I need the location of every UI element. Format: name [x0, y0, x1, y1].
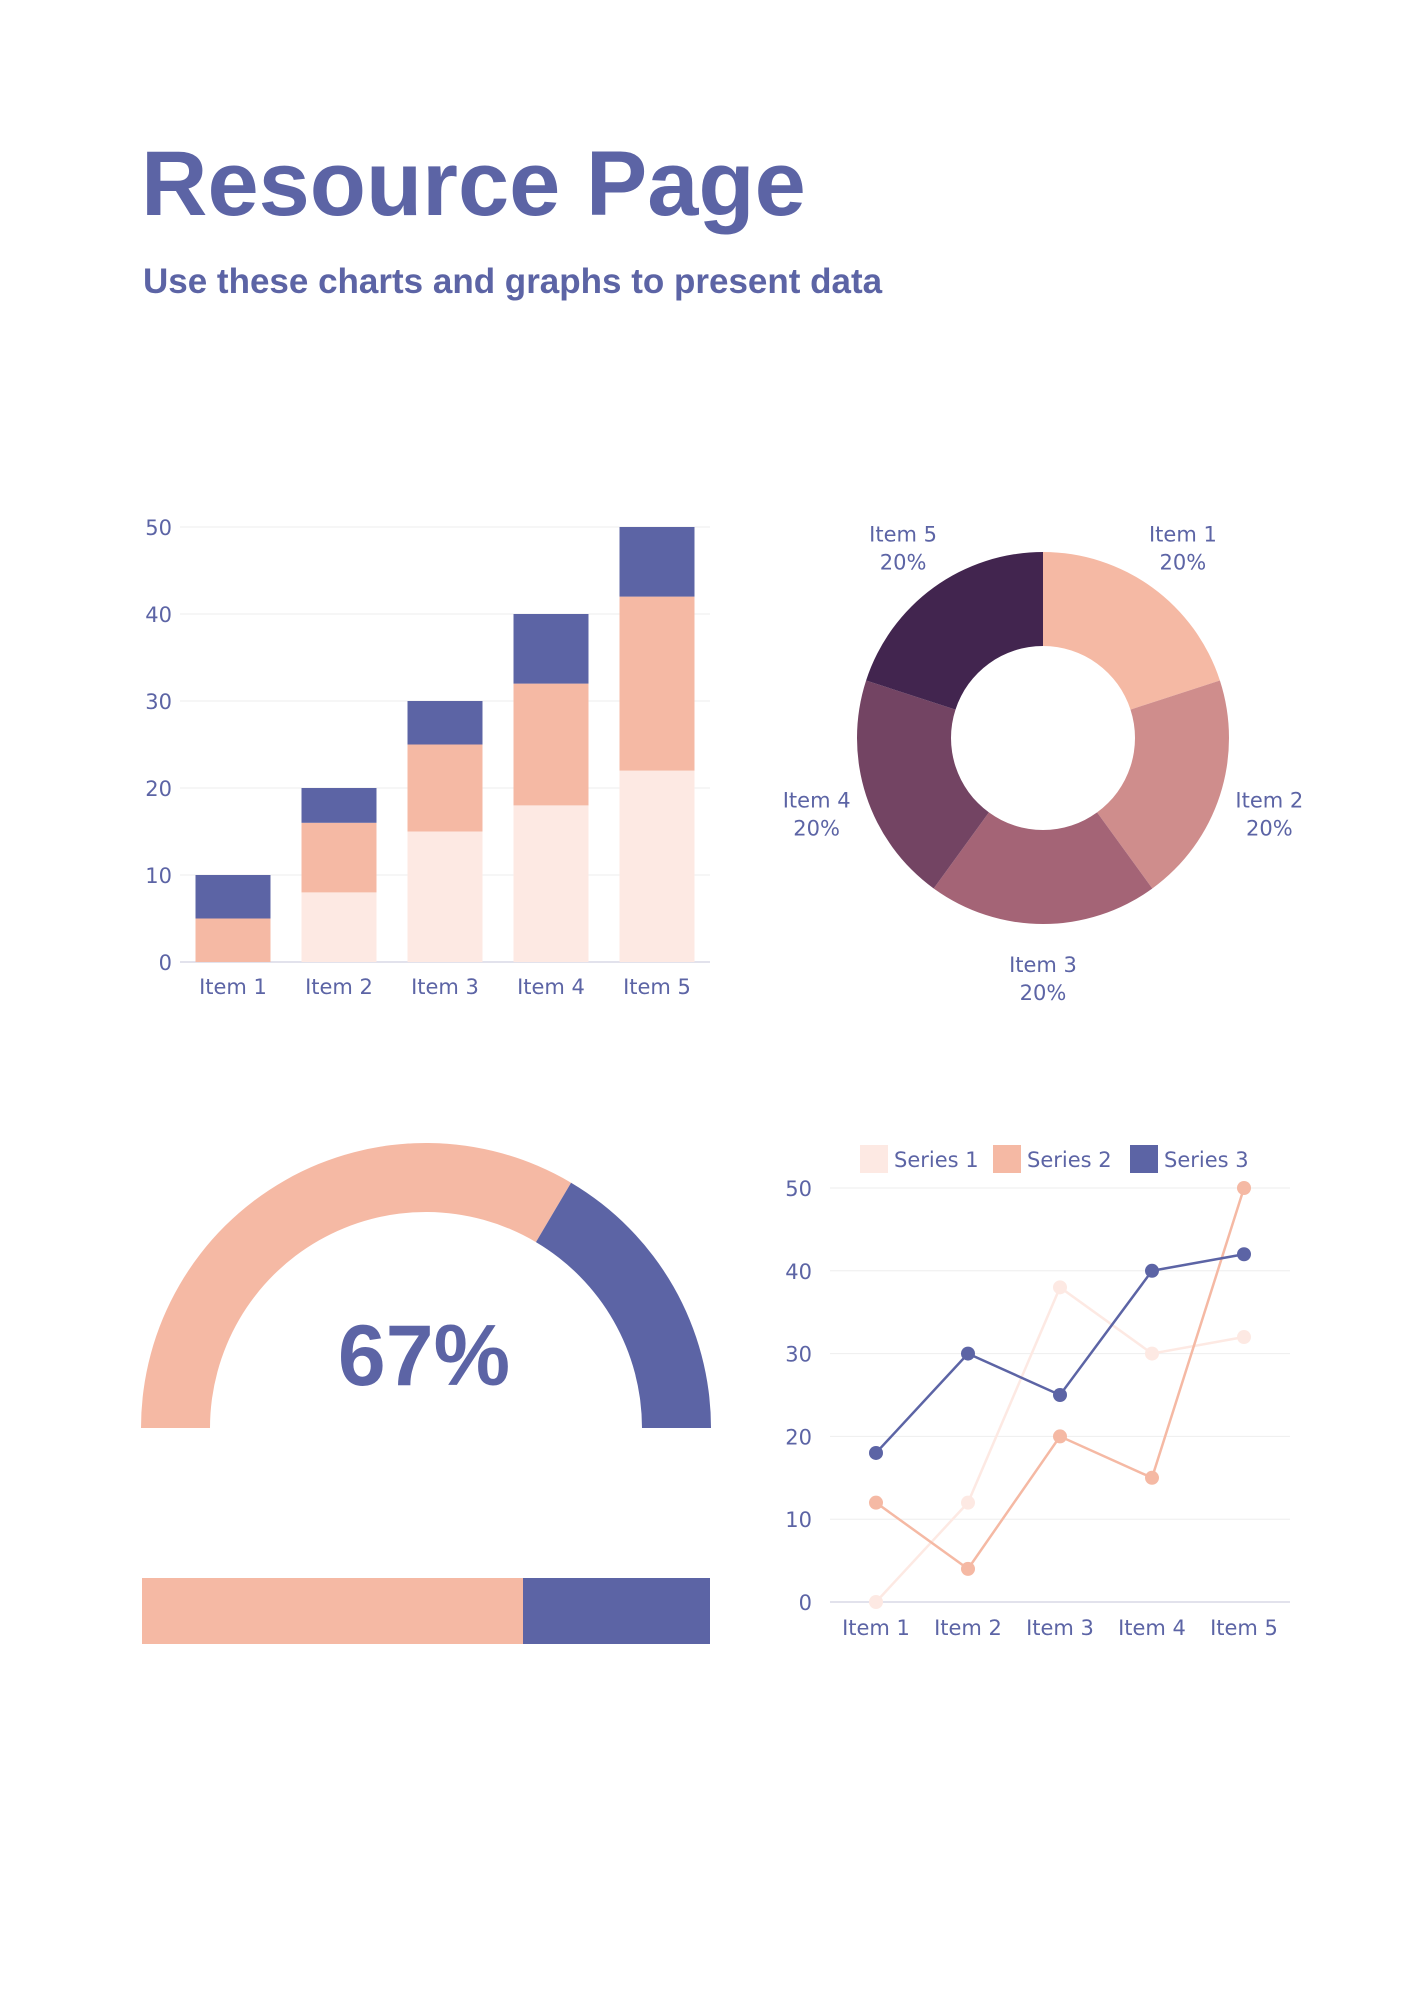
- bar-segment: [301, 892, 377, 962]
- bar-segment: [513, 805, 589, 962]
- donut-slice-percent: 20%: [1246, 817, 1293, 841]
- bar-x-tick-label: Item 2: [305, 975, 373, 999]
- bar-y-tick-label: 30: [145, 690, 172, 714]
- bar-x-tick-label: Item 5: [623, 975, 691, 999]
- line-point: [1237, 1247, 1251, 1262]
- line-y-tick-label: 50: [785, 1177, 812, 1201]
- page-subtitle: Use these charts and graphs to present d…: [143, 262, 883, 301]
- donut-slice-label: Item 1: [1149, 522, 1217, 546]
- bar-segment: [195, 918, 271, 962]
- bar-segment: [619, 596, 695, 771]
- line-point: [1237, 1330, 1251, 1345]
- line-point: [869, 1595, 883, 1609]
- line-y-tick-label: 0: [799, 1591, 812, 1615]
- line-y-tick-label: 10: [785, 1508, 812, 1532]
- line-point: [1237, 1181, 1251, 1195]
- line-point: [1145, 1346, 1159, 1361]
- donut-chart: Item 1 20% Item 2 20% Item 3 20% Item 4 20% Item…: [783, 522, 1304, 1005]
- gauge-value: 67%: [338, 1308, 510, 1404]
- legend-swatch: [993, 1145, 1021, 1173]
- line-point: [1053, 1429, 1067, 1444]
- line-chart: 0 10 20 30 40 50 Item 1 Item 2 Item 3 Item 4 Item …: [785, 1145, 1290, 1640]
- donut-slice-percent: 20%: [793, 817, 840, 841]
- bar-y-tick-label: 20: [145, 777, 172, 801]
- page-title: Resource Page: [141, 133, 806, 235]
- progress-bar: [142, 1578, 710, 1644]
- gauge-filled-arc: [141, 1143, 572, 1428]
- bar-segment: [619, 527, 695, 597]
- bar-x-tick-label: Item 1: [199, 975, 267, 999]
- donut-slice-percent: 20%: [1020, 981, 1067, 1005]
- stacked-bar-chart: 0 10 20 30 40 50 Item 1 Item 2 Item 3 Item 4 Item …: [145, 516, 710, 999]
- donut-slice-percent: 20%: [1160, 550, 1207, 574]
- line-point: [961, 1561, 975, 1576]
- legend-label: Series 1: [894, 1148, 979, 1172]
- bar-segment: [407, 831, 483, 962]
- legend-swatch: [1130, 1145, 1158, 1173]
- line-point: [869, 1495, 883, 1510]
- bar-y-tick-label: 50: [145, 516, 172, 540]
- legend-label: Series 3: [1164, 1148, 1249, 1172]
- line-point: [1145, 1263, 1159, 1278]
- bar-y-tick-label: 0: [159, 951, 172, 975]
- progress-fill: [142, 1578, 523, 1644]
- line-x-tick-label: Item 2: [934, 1616, 1002, 1640]
- line-x-tick-label: Item 5: [1210, 1616, 1278, 1640]
- line-point: [1145, 1470, 1159, 1485]
- bar-segment: [301, 822, 377, 893]
- donut-slice-label: Item 2: [1235, 789, 1303, 813]
- donut-slice: [866, 552, 1043, 710]
- donut-slice: [1043, 552, 1220, 710]
- donut-slice-label: Item 5: [869, 522, 937, 546]
- line-point: [961, 1495, 975, 1510]
- line-point: [869, 1445, 883, 1460]
- line-point: [1053, 1280, 1067, 1295]
- bar-segment: [407, 701, 483, 745]
- line-y-tick-label: 40: [785, 1260, 812, 1284]
- line-x-tick-label: Item 1: [842, 1616, 910, 1640]
- donut-slice: [933, 812, 1153, 924]
- bar-segment: [195, 875, 271, 919]
- bar-y-tick-label: 10: [145, 864, 172, 888]
- legend-swatch: [860, 1145, 888, 1173]
- donut-slice-label: Item 4: [783, 789, 851, 813]
- bar-y-tick-label: 40: [145, 603, 172, 627]
- line-point: [1053, 1388, 1067, 1402]
- bar-x-tick-label: Item 3: [411, 975, 479, 999]
- donut-slice: [857, 680, 989, 889]
- donut-slice: [1097, 680, 1229, 889]
- bar-segment: [407, 744, 483, 832]
- bar-segment: [513, 683, 589, 806]
- line-series-1: [875, 1285, 1245, 1603]
- line-x-tick-label: Item 4: [1118, 1616, 1186, 1640]
- line-y-tick-label: 30: [785, 1343, 812, 1367]
- bar-segment: [301, 788, 377, 823]
- bar-x-tick-label: Item 4: [517, 975, 585, 999]
- bar-segment: [619, 770, 695, 962]
- line-point: [961, 1346, 975, 1361]
- line-y-tick-label: 20: [785, 1425, 812, 1449]
- legend-label: Series 2: [1027, 1148, 1112, 1172]
- gauge-remaining-arc: [535, 1182, 711, 1428]
- progress-remainder: [522, 1578, 710, 1644]
- bar-segment: [513, 614, 589, 684]
- donut-slice-label: Item 3: [1009, 953, 1077, 977]
- line-series-2: [875, 1187, 1246, 1571]
- line-x-tick-label: Item 3: [1026, 1616, 1094, 1640]
- donut-slice-percent: 20%: [880, 550, 927, 574]
- gauge-chart: 67%: [141, 1143, 711, 1428]
